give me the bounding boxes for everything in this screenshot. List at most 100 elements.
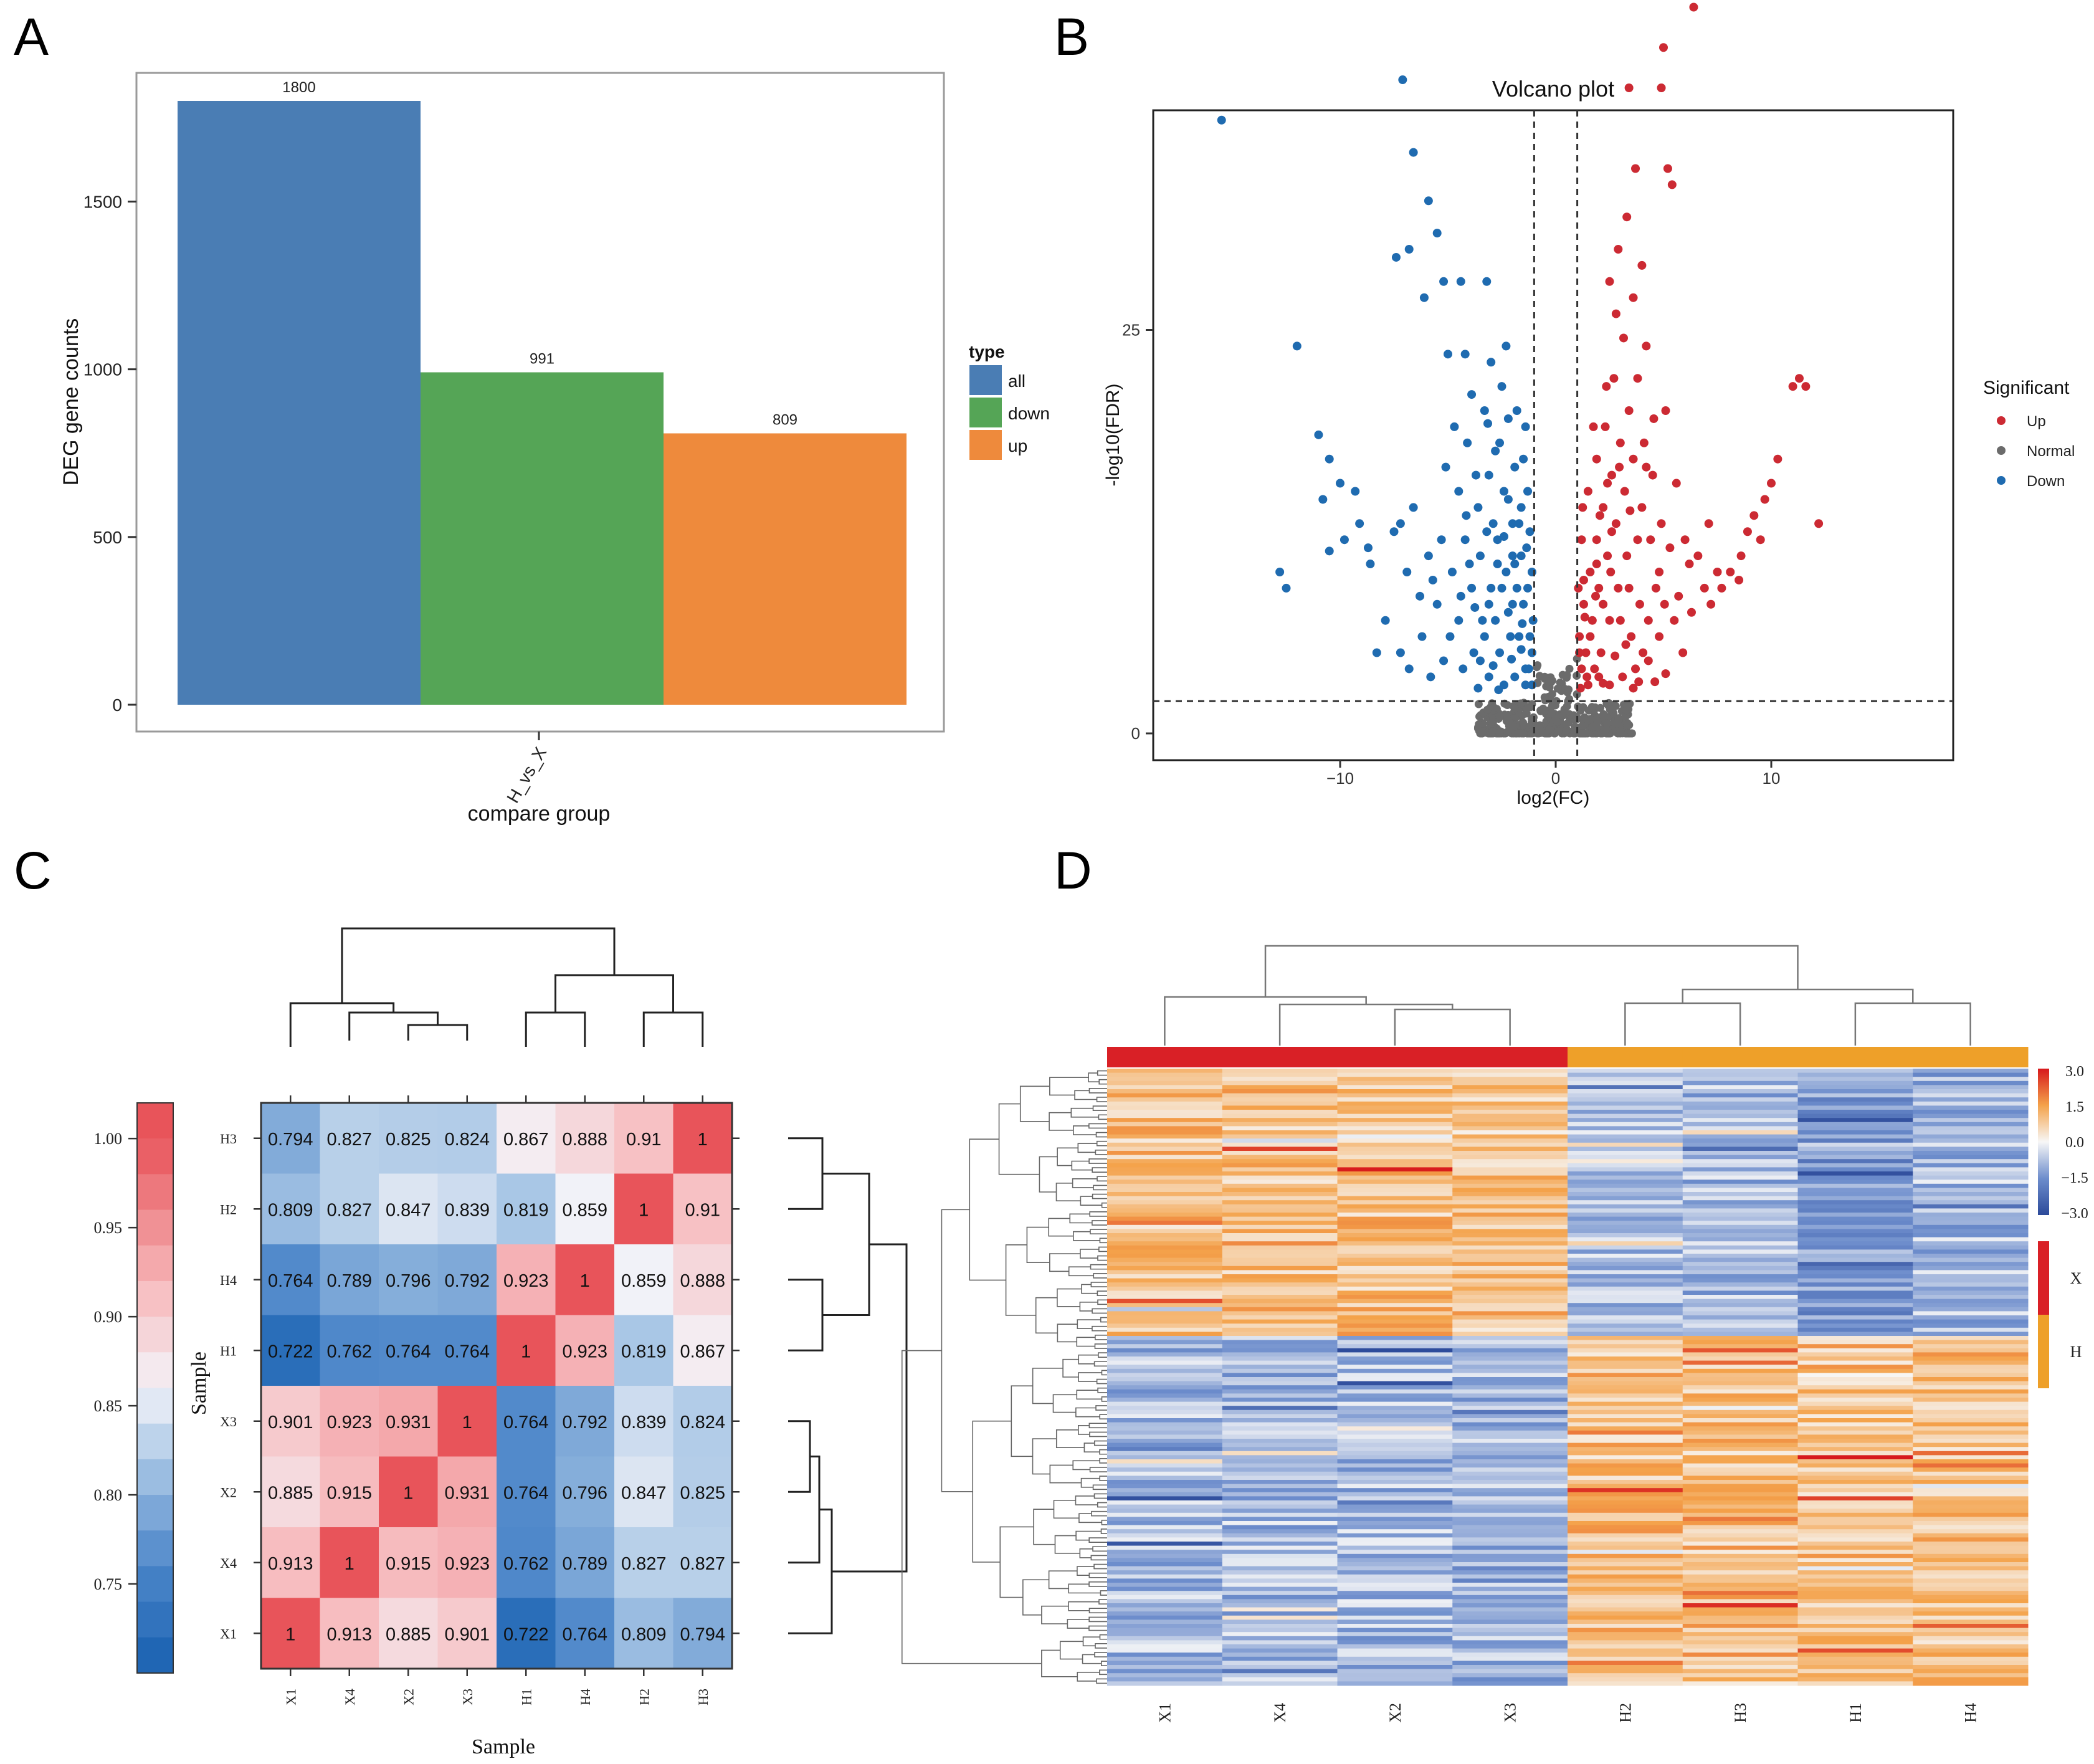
volcano-point-up (1615, 462, 1624, 472)
expression-cell-row (1222, 1480, 1338, 1485)
expression-cell-row (1337, 1221, 1453, 1226)
corr-cell (437, 1103, 497, 1174)
corr-cell (320, 1598, 379, 1669)
volcano-point-down (1507, 654, 1516, 664)
expression-dendrogram-row-link (1098, 1599, 1107, 1604)
expression-cell-row (1452, 1183, 1568, 1188)
volcano-point-down (1389, 527, 1399, 536)
corr-cell-label: 1 (462, 1413, 472, 1433)
expression-cell-row (1107, 1476, 1223, 1480)
expression-dendrogram-row-link (1068, 1266, 1094, 1277)
expression-cell-row (1107, 1521, 1223, 1526)
expression-cell-row (1682, 1147, 1798, 1151)
expression-cell-row (1797, 1500, 1913, 1505)
expression-cell-row (1222, 1422, 1338, 1427)
expression-cell-row (1682, 1278, 1798, 1283)
expression-cell-row (1222, 1278, 1338, 1283)
expression-cell-row (1107, 1307, 1223, 1312)
expression-cell-row (1452, 1550, 1568, 1555)
expression-dendrogram-row-link (1092, 1167, 1107, 1173)
expression-cell-row (1682, 1241, 1798, 1246)
expression-cell-row (1682, 1348, 1798, 1353)
expression-cell-row (1337, 1599, 1453, 1604)
expression-dendrogram-row-link (1097, 1299, 1107, 1305)
expression-dendrogram-row-link (1080, 1249, 1099, 1259)
volcano-point-down (1473, 684, 1483, 693)
expression-cell-row (1797, 1352, 1913, 1357)
volcano-point-down (1515, 519, 1524, 528)
volcano-point-up (1794, 374, 1804, 383)
expression-dendrogram-row-link (1075, 1530, 1102, 1541)
expression-cell-row (1797, 1644, 1913, 1649)
expression-cell-row (1222, 1644, 1338, 1649)
expression-cell-row (1913, 1221, 2029, 1226)
expression-cell-row (1222, 1130, 1338, 1135)
expression-cell-row (1568, 1471, 1683, 1476)
expression-cell-row (1452, 1344, 1568, 1349)
expression-cell-row (1568, 1101, 1683, 1106)
expression-cell-row (1682, 1356, 1798, 1361)
expression-cell-row (1682, 1442, 1798, 1447)
expression-cell-row (1568, 1183, 1683, 1188)
expression-cell-row (1682, 1558, 1798, 1563)
volcano-point-down (1416, 591, 1425, 601)
expression-cell-row (1682, 1583, 1798, 1588)
expression-cell-row (1797, 1471, 1913, 1476)
corr-cell (261, 1244, 320, 1315)
corr-cell-label: 0.847 (386, 1200, 431, 1220)
expression-cell-row (1452, 1401, 1568, 1406)
corr-colorbar-segment (137, 1530, 173, 1566)
expression-cell-row (1568, 1344, 1683, 1349)
expression-cell-row (1452, 1442, 1568, 1447)
expression-cell-row (1107, 1340, 1223, 1345)
expression-cell-row (1913, 1492, 2029, 1497)
corr-cell-label: 0.825 (386, 1130, 431, 1150)
corr-cell-label: 0.923 (444, 1554, 490, 1574)
expression-cell-row (1797, 1171, 1913, 1176)
volcano-point-up (1599, 679, 1608, 688)
expression-cell-row (1222, 1360, 1338, 1365)
expression-cell-row (1337, 1356, 1453, 1361)
volcano-point-down (1445, 632, 1455, 641)
expression-cell-row (1913, 1447, 2029, 1452)
expression-cell-row (1222, 1299, 1338, 1304)
expression-cell-row (1682, 1562, 1798, 1567)
volcano-point-down (1480, 406, 1489, 415)
expression-cell-row (1913, 1521, 2029, 1526)
expression-cell-row (1797, 1155, 1913, 1160)
corr-dendrogram-top-link (407, 1024, 469, 1041)
expression-group-legend: XH (2038, 1241, 2082, 1388)
expression-cell-row (1337, 1105, 1453, 1110)
expression-cell-row (1452, 1545, 1568, 1550)
expression-cell-row (1452, 1476, 1568, 1480)
expression-cell-row (1568, 1414, 1683, 1419)
expression-cell-row (1913, 1529, 2029, 1534)
expression-cell-row (1913, 1476, 2029, 1480)
expression-cell-row (1797, 1224, 1913, 1229)
expression-cell-row (1682, 1332, 1798, 1337)
volcano-point-down (1325, 454, 1334, 464)
expression-cell-row (1913, 1619, 2029, 1624)
expression-cell-row (1913, 1611, 2029, 1616)
expression-cell-row (1337, 1319, 1453, 1324)
volcano-point-normal (1548, 690, 1556, 698)
expression-cell-row (1913, 1130, 2029, 1135)
expression-dendrogram-row-link (1095, 1405, 1107, 1411)
volcano-point-up (1603, 551, 1612, 561)
expression-cell-row (1222, 1442, 1338, 1447)
expression-cell-row (1913, 1578, 2029, 1583)
expression-cell-row (1222, 1311, 1338, 1316)
corr-colorbar-label: 0.85 (94, 1397, 123, 1415)
expression-cell-row (1913, 1216, 2029, 1221)
expression-cell-row (1222, 1393, 1338, 1398)
expression-cell-row (1913, 1200, 2029, 1205)
expression-cell-row (1568, 1254, 1683, 1259)
volcano-point-up (1589, 422, 1598, 431)
expression-dendrogram-row-link (1096, 1140, 1107, 1147)
expression-cell-row (1107, 1274, 1223, 1279)
bar-x-axis-title: compare group (468, 802, 611, 826)
expression-cell-row (1682, 1311, 1798, 1316)
expression-cell-row (1568, 1270, 1683, 1275)
volcano-point-down (1467, 583, 1477, 593)
expression-cell-row (1797, 1286, 1913, 1291)
